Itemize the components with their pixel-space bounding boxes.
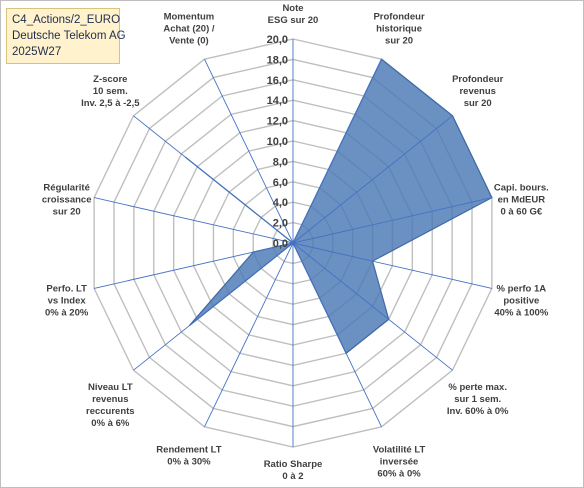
tick-label: 20,0 xyxy=(267,34,288,46)
axis-label: Profondeur historique sur 20 xyxy=(373,11,424,46)
axis-spoke xyxy=(204,242,294,427)
axis-label: Perfo. LT vs Index 0% à 20% xyxy=(45,283,89,318)
axis-label: Z-score 10 sem. Inv. 2,5 à -2,5 xyxy=(81,74,140,109)
title-line-category: C4_Actions/2_EURO xyxy=(12,14,121,26)
tick-label: 6,0 xyxy=(273,177,288,189)
tick-label: 16,0 xyxy=(267,75,288,87)
axis-label: Profondeur revenus sur 20 xyxy=(452,74,503,109)
axis-label: Momentum Achat (20) / Vente (0) xyxy=(163,11,215,46)
axis-label: Volatilité LT inversée 60% à 0% xyxy=(373,445,426,480)
tick-label: 0,0 xyxy=(273,238,288,250)
axis-spoke xyxy=(292,197,492,244)
axis-spoke xyxy=(292,115,453,244)
tick-label: 14,0 xyxy=(267,95,288,107)
axis-label-layer: Note ESG sur 20 Profondeur historique sur 20… xyxy=(42,3,549,482)
tick-label: 2,0 xyxy=(273,218,288,230)
axis-label: % perte max. sur 1 sem. Inv. 60% à 0% xyxy=(447,382,509,417)
axis-spoke xyxy=(292,242,492,289)
tick-layer: 0,0 2,0 4,0 6,0 8,0 10,0 12,0 14,0 16,0 18,0 20,0 xyxy=(267,34,288,250)
axis-label: Niveau LT revenus reccurents 0% à 6% xyxy=(86,382,135,429)
axis-spoke xyxy=(133,115,294,244)
axis-spoke xyxy=(204,59,294,244)
tick-label: 18,0 xyxy=(267,54,288,66)
tick-label: 10,0 xyxy=(267,136,288,148)
axis-spoke xyxy=(292,59,382,244)
axis-label: Ratio Sharpe 0 à 2 xyxy=(264,459,323,482)
tick-label: 12,0 xyxy=(267,116,288,128)
axis-label: Régularité croissance sur 20 xyxy=(42,183,92,218)
axis-spoke xyxy=(94,242,294,289)
chart-title-box: C4_Actions/2_EURO Deutsche Telekom AG 20… xyxy=(6,8,126,64)
axis-label: Rendement LT 0% à 30% xyxy=(156,445,221,468)
tick-label: 4,0 xyxy=(273,197,288,209)
axis-label: Note ESG sur 20 xyxy=(268,3,319,26)
axis-spoke xyxy=(292,242,453,371)
axis-label: Capi. bours. en MdEUR 0 à 60 G€ xyxy=(494,183,549,218)
tick-label: 8,0 xyxy=(273,156,288,168)
axis-label: % perfo 1A positive 40% à 100% xyxy=(494,283,548,318)
title-line-week: 2025W27 xyxy=(12,46,62,58)
axis-spoke xyxy=(292,242,382,427)
title-line-company: Deutsche Telekom AG xyxy=(12,30,126,42)
axis-spoke xyxy=(133,242,294,371)
spoke-layer xyxy=(94,39,492,447)
axis-spoke xyxy=(94,197,294,244)
